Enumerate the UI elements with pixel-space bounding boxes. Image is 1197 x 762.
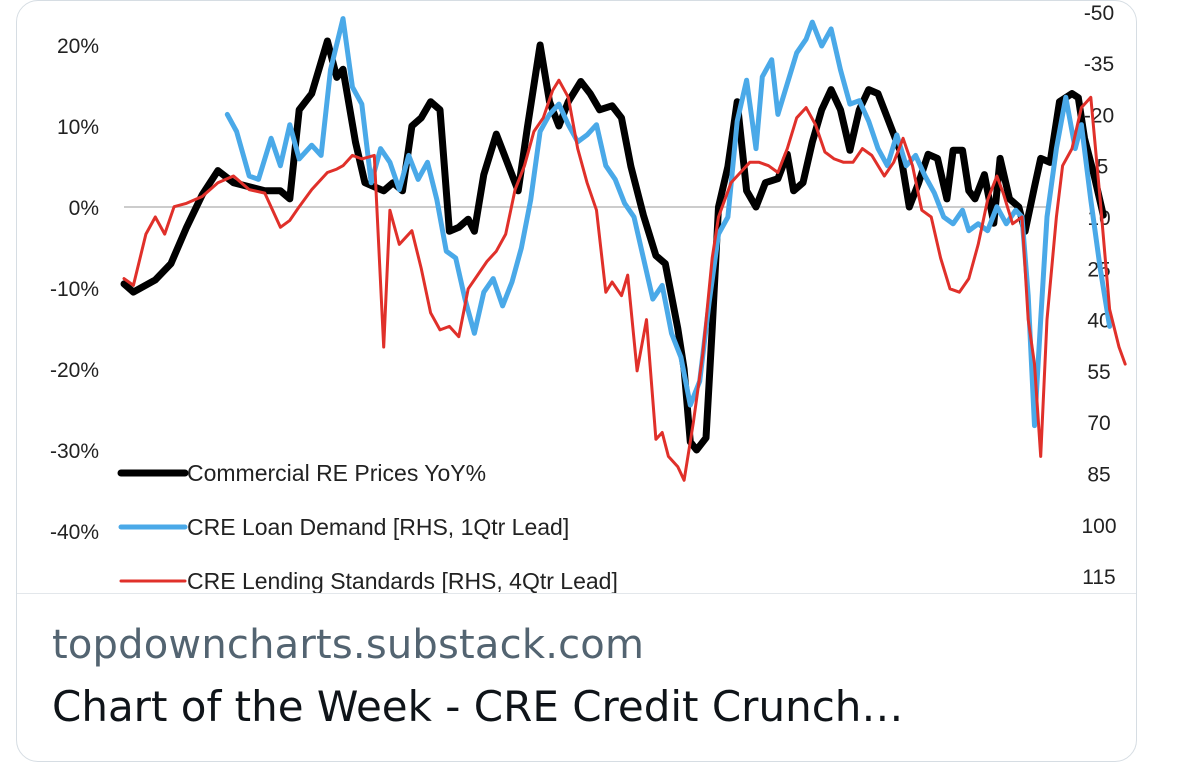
series-line-lending-standards xyxy=(122,78,1127,482)
left-axis: 20% 10% 0% -10% -20% -30% -40% xyxy=(50,35,99,544)
right-tick-label: 55 xyxy=(1087,361,1110,384)
left-tick-label: -40% xyxy=(50,521,99,544)
left-tick-label: -30% xyxy=(50,440,99,463)
left-tick-label: -20% xyxy=(50,359,99,382)
legend-label: Commercial RE Prices YoY% xyxy=(187,460,486,486)
series-line-loan-demand xyxy=(224,16,1113,429)
legend-label: CRE Loan Demand [RHS, 1Qtr Lead] xyxy=(187,514,569,540)
left-tick-label: 0% xyxy=(69,197,99,220)
chart-image: 20% 10% 0% -10% -20% -30% -40% -50 -35 -20 -5 10 25… xyxy=(17,1,1136,593)
legend: Commercial RE Prices YoY% CRE Loan Demand… xyxy=(117,460,618,593)
right-tick-label: 40 xyxy=(1087,310,1110,333)
series-line-prices xyxy=(120,37,1107,454)
card-footer[interactable]: topdowncharts.substack.com Chart of the … xyxy=(17,594,1136,754)
source-domain[interactable]: topdowncharts.substack.com xyxy=(52,622,645,668)
left-tick-label: -10% xyxy=(50,278,99,301)
article-title[interactable]: Chart of the Week - CRE Credit Crunch… xyxy=(52,682,904,731)
right-tick-label: 85 xyxy=(1087,464,1110,487)
right-tick-label: 115 xyxy=(1082,566,1115,589)
right-tick-label: 70 xyxy=(1087,412,1110,435)
chart-svg: 20%10%0%-10%-20%-30%-40% -50-35-20-51025… xyxy=(50,2,1127,593)
link-preview-card[interactable]: 20% 10% 0% -10% -20% -30% -40% -50 -35 -20 -5 10 25… xyxy=(16,0,1137,762)
left-tick-label: 20% xyxy=(57,35,99,58)
right-tick-label: -20 xyxy=(1084,104,1114,127)
legend-label: CRE Lending Standards [RHS, 4Qtr Lead] xyxy=(187,568,618,593)
right-tick-label: -35 xyxy=(1084,53,1114,76)
series-lines xyxy=(120,16,1127,482)
right-tick-label: 100 xyxy=(1081,515,1116,538)
left-tick-label: 10% xyxy=(57,116,99,139)
right-tick-label: -50 xyxy=(1084,2,1114,25)
divider xyxy=(17,593,1136,594)
